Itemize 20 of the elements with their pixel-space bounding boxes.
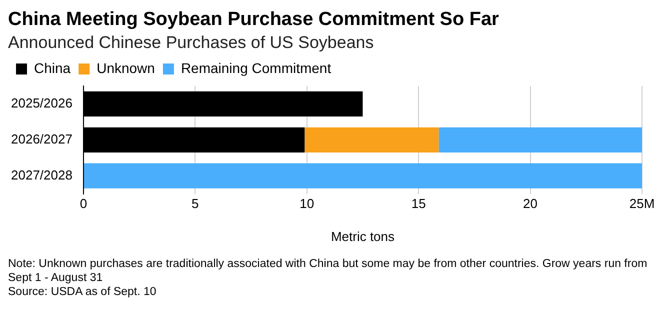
bar bbox=[438, 127, 642, 152]
legend-label: Unknown bbox=[96, 60, 155, 76]
legend-label: China bbox=[34, 60, 71, 76]
y-tick-label: 2025/2026 bbox=[11, 96, 72, 111]
bar bbox=[304, 127, 439, 152]
chart-title: China Meeting Soybean Purchase Commitment So Far bbox=[8, 8, 500, 32]
x-tick-label: 15 bbox=[411, 196, 426, 212]
x-tick-label: 10 bbox=[300, 196, 314, 212]
x-axis-title: Metric tons bbox=[330, 228, 396, 244]
y-tick-label: 2027/2028 bbox=[11, 167, 72, 182]
chart-subtitle: Announced Chinese Purchases of US Soybeans bbox=[8, 32, 375, 54]
legend-label: Remaining Commitment bbox=[180, 60, 332, 76]
y-tick-label: 2026/2027 bbox=[11, 131, 72, 146]
x-tick-label: 0 bbox=[80, 196, 88, 212]
source-note: Source: USDA as of Sept. 10 bbox=[8, 285, 158, 299]
text: Note: Unknown purchases are traditionally associated with China but some may be from other countries. Grow years run from Sept 1 - August 31 bbox=[8, 257, 648, 285]
x-tick-label: 25M bbox=[629, 196, 655, 212]
bar bbox=[84, 163, 642, 188]
x-tick-label: 5 bbox=[192, 196, 199, 212]
x-tick-label: 20 bbox=[523, 196, 538, 212]
